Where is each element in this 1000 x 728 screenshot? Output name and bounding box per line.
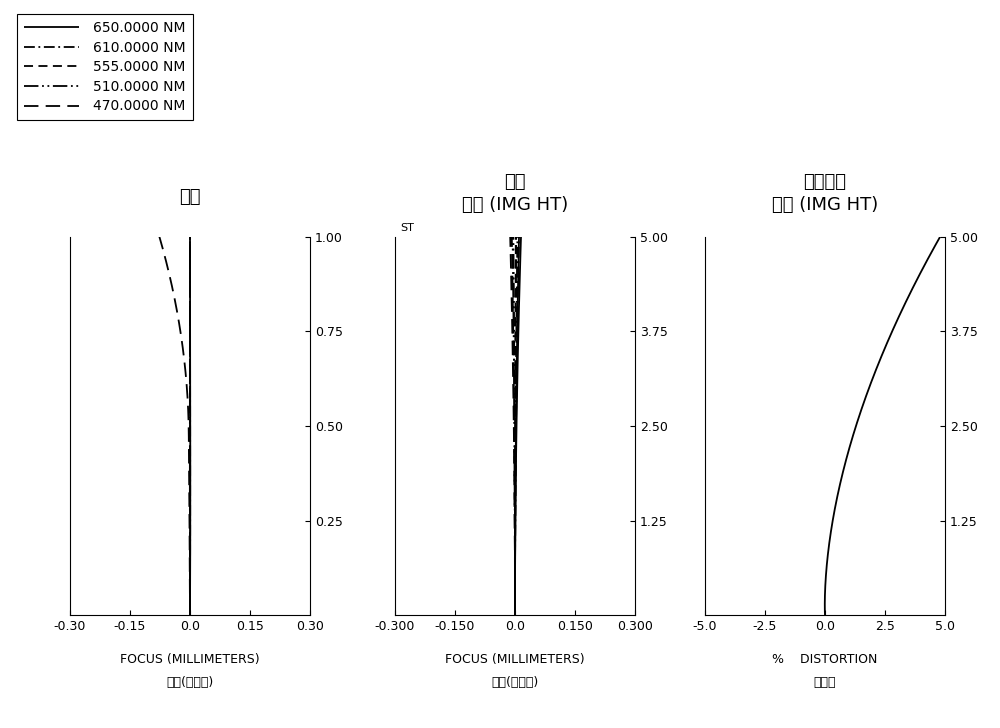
Text: 焦點(偏移量): 焦點(偏移量)	[491, 676, 539, 689]
Text: 像高 (IMG HT): 像高 (IMG HT)	[772, 196, 878, 214]
Text: %    DISTORTION: % DISTORTION	[772, 653, 878, 666]
Text: 像高 (IMG HT): 像高 (IMG HT)	[462, 196, 568, 214]
Text: ST: ST	[400, 223, 414, 233]
Legend: 650.0000 NM, 610.0000 NM, 555.0000 NM, 510.0000 NM, 470.0000 NM: 650.0000 NM, 610.0000 NM, 555.0000 NM, 5…	[17, 15, 193, 120]
Text: 焦點(偏移量): 焦點(偏移量)	[166, 676, 214, 689]
Text: FOCUS (MILLIMETERS): FOCUS (MILLIMETERS)	[120, 653, 260, 666]
Text: FOCUS (MILLIMETERS): FOCUS (MILLIMETERS)	[445, 653, 585, 666]
Text: 畸變率: 畸變率	[814, 676, 836, 689]
Text: 像散: 像散	[504, 173, 526, 191]
Text: 球差: 球差	[179, 189, 201, 206]
Text: 光學畸變: 光學畸變	[804, 173, 846, 191]
